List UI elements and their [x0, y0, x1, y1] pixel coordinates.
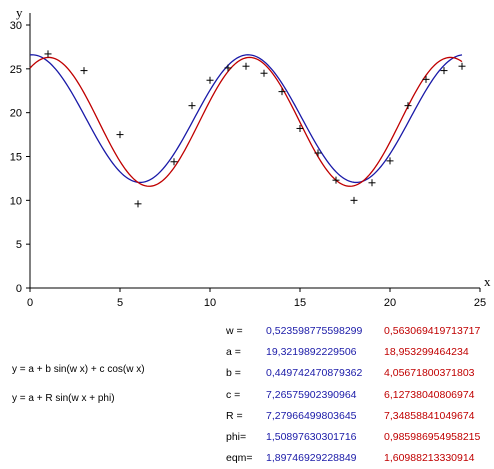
value-fit-1: 7,26575902390964 — [266, 388, 357, 401]
y-tick-label: 10 — [10, 195, 22, 207]
ticks: 0 5 10 15 20 25 0 5 10 15 20 25 30 — [10, 20, 486, 309]
value-fit-1: 7,27966499803645 — [266, 409, 357, 422]
data-point — [134, 200, 142, 208]
x-tick-label: 15 — [294, 297, 306, 309]
value-fit-1: 19,3219892229506 — [266, 345, 357, 358]
data-point — [44, 50, 52, 58]
value-fit-1: 1,50897630301716 — [266, 431, 357, 444]
value-fit-2: 18,953299464234 — [384, 345, 469, 358]
y-tick-label: 0 — [16, 283, 22, 295]
y-tick-label: 5 — [16, 239, 22, 251]
x-tick-label: 25 — [474, 297, 486, 309]
parameter-row: c = 7,26575902390964 6,12738040806974 — [226, 384, 480, 405]
x-axis-label: x — [484, 274, 491, 289]
axes — [29, 13, 480, 289]
data-point — [260, 69, 268, 77]
value-fit-1: 0,449742470879362 — [266, 367, 363, 380]
parameter-row: eqm= 1,89746929228849 1,60988213330914 — [226, 448, 480, 469]
value-fit-2: 0,985986954958215 — [384, 431, 481, 444]
parameter-name: R = — [226, 409, 243, 422]
y-tick-label: 30 — [10, 20, 22, 32]
data-point — [206, 76, 214, 84]
data-point — [368, 179, 376, 187]
data-point — [224, 64, 232, 72]
fit-curve-2 — [29, 56, 463, 187]
parameters-table: w = 0,523598775598299 0,563069419713717 a =… — [226, 320, 480, 469]
data-point — [422, 75, 430, 83]
x-tick-label: 10 — [204, 297, 216, 309]
fit-curves — [29, 54, 463, 187]
data-point — [278, 88, 286, 96]
parameter-name: c = — [226, 388, 241, 401]
chart-area: 0 5 10 15 20 25 0 5 10 15 20 25 30 x y — [10, 5, 491, 309]
y-tick-label: 20 — [10, 108, 22, 120]
data-point — [242, 62, 250, 70]
parameter-row: b = 0,449742470879362 4,05671800371803 — [226, 363, 480, 384]
y-tick-label: 15 — [10, 152, 22, 164]
x-tick-label: 5 — [117, 297, 123, 309]
parameter-row: a = 19,3219892229506 18,953299464234 — [226, 341, 480, 362]
value-fit-1: 1,89746929228849 — [266, 452, 357, 465]
y-axis-label: y — [16, 5, 23, 20]
data-point — [332, 176, 340, 184]
parameter-row: phi= 1,50897630301716 0,985986954958215 — [226, 426, 480, 447]
data-point — [458, 62, 466, 70]
data-point — [350, 196, 358, 204]
parameter-name: phi= — [226, 431, 247, 444]
data-points — [44, 50, 466, 208]
data-point — [188, 102, 196, 110]
data-point — [404, 102, 412, 110]
parameter-name: w = — [226, 324, 243, 337]
x-tick-label: 0 — [27, 297, 33, 309]
value-fit-1: 0,523598775598299 — [266, 324, 363, 337]
parameter-name: a = — [226, 345, 241, 358]
data-point — [386, 157, 394, 165]
value-fit-2: 1,60988213330914 — [384, 452, 475, 465]
formula-cosine-form: y = a + b sin(w x) + c cos(w x) — [12, 364, 145, 375]
value-fit-2: 7,34858841049674 — [384, 409, 475, 422]
data-point — [296, 124, 304, 132]
formula-phase-form: y = a + R sin(w x + phi) — [12, 393, 115, 404]
x-tick-label: 20 — [384, 297, 396, 309]
y-tick-label: 25 — [10, 64, 22, 76]
fit-curve-1 — [29, 54, 463, 184]
parameter-row: R = 7,27966499803645 7,34858841049674 — [226, 405, 480, 426]
data-point — [80, 67, 88, 75]
value-fit-2: 6,12738040806974 — [384, 388, 475, 401]
parameter-row: w = 0,523598775598299 0,563069419713717 — [226, 320, 480, 341]
value-fit-2: 0,563069419713717 — [384, 324, 481, 337]
parameter-name: eqm= — [226, 452, 253, 465]
data-point — [314, 149, 322, 157]
data-point — [170, 158, 178, 166]
value-fit-2: 4,05671800371803 — [384, 367, 475, 380]
data-point — [116, 131, 124, 139]
data-point — [440, 67, 448, 75]
parameter-name: b = — [226, 367, 241, 380]
